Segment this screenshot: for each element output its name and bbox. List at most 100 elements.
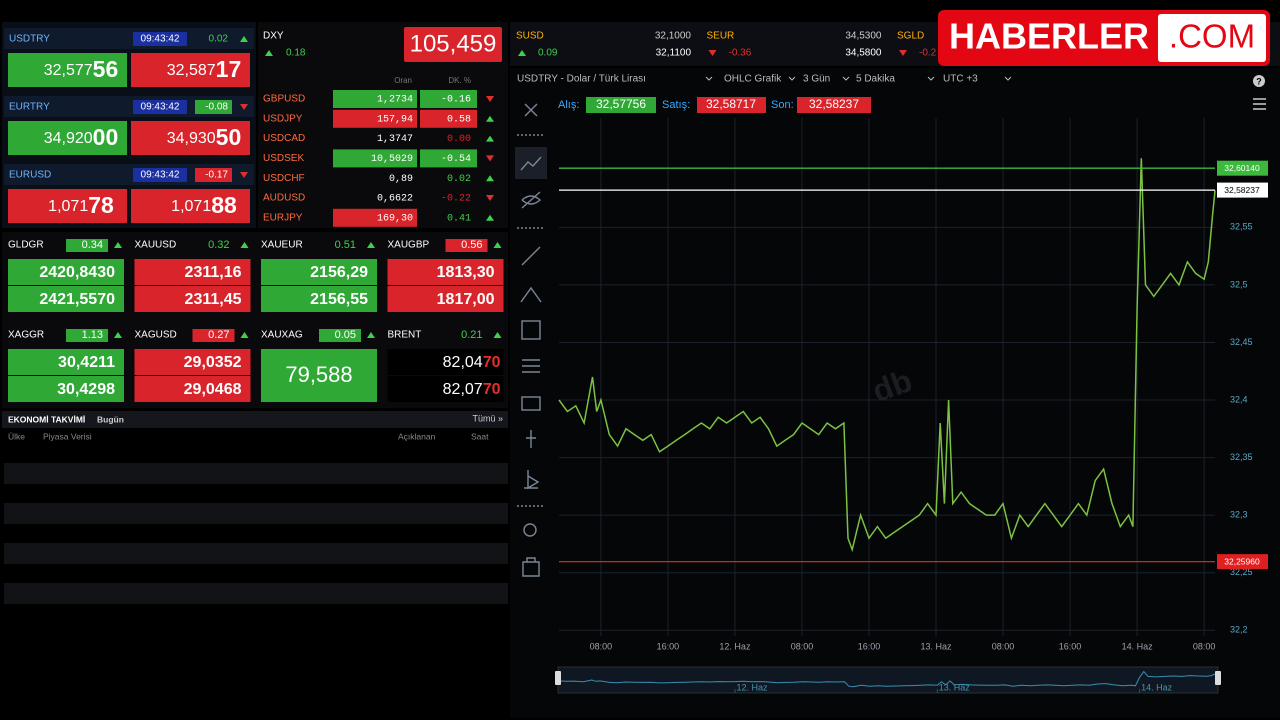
dropdown-chevron: [1004, 76, 1012, 81]
change: 0.32: [208, 239, 229, 251]
dxy-box: [404, 27, 502, 62]
trend-arrow: [493, 242, 502, 248]
tool-icon[interactable]: [521, 320, 541, 340]
time-box: [133, 168, 187, 182]
trend-arrow: [518, 50, 526, 56]
calendar-column: Saat: [471, 431, 489, 441]
ask-box: [131, 121, 250, 155]
price-pips: 50: [216, 124, 242, 150]
dropdown-chevron: [788, 76, 796, 81]
trend-arrow: [486, 96, 494, 102]
x-tick-label: 14. Haz: [1122, 641, 1154, 651]
tool-icon[interactable]: [524, 470, 540, 490]
y-tick-label: 32,25: [1230, 567, 1253, 577]
tool-icon[interactable]: [522, 359, 540, 373]
change: 0.27: [208, 329, 229, 341]
change-box: [66, 239, 108, 252]
bid-box: [134, 259, 251, 285]
help-icon[interactable]: [1253, 75, 1265, 87]
symbol: USDCHF: [263, 173, 305, 184]
tool-icon[interactable]: [522, 557, 540, 577]
tool-icon[interactable]: [523, 523, 537, 537]
y-tick-label: 32,5: [1230, 279, 1248, 289]
change: 0.51: [335, 239, 356, 251]
bid: 29,0352: [184, 354, 242, 371]
x-tick-label: 16:00: [657, 641, 680, 651]
ask-box: [8, 376, 124, 402]
reference-label: 32,60140: [1224, 163, 1260, 173]
bid-box: [387, 349, 504, 375]
toolbar-range[interactable]: 3 Gün: [803, 74, 830, 85]
rate-bg: [333, 149, 417, 168]
change-bg: [420, 149, 477, 168]
toolbar-timezone[interactable]: UTC +3: [943, 74, 978, 85]
trend-arrow: [240, 242, 249, 248]
navigator-handle[interactable]: [1215, 671, 1221, 685]
symbol: XAGGR: [8, 330, 44, 341]
rate: 0,6622: [377, 194, 413, 205]
menu-icon: [1253, 98, 1266, 110]
ask-box: [131, 53, 250, 87]
ask: 29,0468: [184, 381, 242, 398]
symbol: USDSEK: [263, 153, 304, 164]
price-pips: 00: [93, 124, 119, 150]
tool-icon[interactable]: [521, 246, 541, 266]
ask: 30,4298: [57, 381, 115, 398]
price-pips: 70: [483, 354, 501, 371]
symbol: USDJPY: [263, 113, 303, 124]
rate: 0,89: [389, 174, 413, 185]
ticker-ask: 34,5800: [845, 48, 882, 59]
change: -0.22: [441, 194, 471, 205]
tool-icon[interactable]: [521, 396, 541, 411]
tool-icon[interactable]: [526, 430, 536, 448]
symbol: AUDUSD: [263, 193, 305, 204]
bid-label: Alış:: [558, 99, 579, 111]
chart-panel: [510, 68, 1280, 718]
ticker-change: -0.2: [919, 48, 937, 59]
change: -0.17: [205, 170, 228, 181]
change-box: [192, 329, 235, 342]
x-tick-label: 08:00: [590, 641, 613, 651]
tool-icon[interactable]: [520, 156, 542, 171]
rate: 169,30: [377, 213, 413, 224]
last-price-box: [797, 97, 871, 113]
value-box: [261, 349, 377, 402]
ask: 2311,45: [185, 291, 242, 308]
time-box: [133, 32, 187, 46]
toolbar-chart-type[interactable]: OHLC Grafik: [724, 74, 782, 85]
column-header: DK. %: [448, 76, 471, 85]
tool-active[interactable]: [515, 147, 547, 179]
tool-icon[interactable]: [524, 103, 538, 117]
price-pips: 56: [93, 56, 119, 82]
navigator-label: 12. Haz: [736, 682, 768, 692]
symbol: XAUEUR: [261, 240, 303, 251]
quote-header: [4, 164, 254, 185]
y-tick-label: 32,2: [1230, 625, 1248, 635]
ask: 1,07188: [171, 192, 237, 218]
ask: 34,93050: [167, 124, 242, 150]
toolbar-instrument[interactable]: USDTRY - Dolar / Türk Lirası: [517, 74, 646, 85]
ticker-symbol: SGLD: [897, 31, 924, 42]
change: -0.54: [441, 154, 471, 165]
y-tick-label: 32,3: [1230, 510, 1248, 520]
symbol: XAUGBP: [388, 240, 430, 251]
navigator-handle[interactable]: [555, 671, 561, 685]
trend-arrow: [240, 172, 248, 178]
logo-name: HABERLER: [949, 16, 1149, 57]
trend-arrow: [114, 242, 122, 248]
price-pips: 78: [88, 192, 114, 218]
change: 0.05: [335, 329, 356, 341]
reference-tag: [1217, 160, 1268, 176]
price-base: 1,071: [48, 198, 88, 215]
tool-icon[interactable]: [521, 191, 542, 209]
bid: 2156,29: [310, 264, 368, 281]
reference-tag: [1217, 554, 1268, 570]
ask-box: [387, 376, 504, 402]
toolbar-interval[interactable]: 5 Dakika: [856, 74, 895, 85]
bid: 1,07178: [48, 192, 114, 218]
trend-arrow: [486, 195, 494, 201]
tool-icon[interactable]: [520, 286, 542, 303]
symbol: XAUXAG: [261, 330, 303, 341]
bid: 30,4211: [58, 354, 115, 371]
y-tick-label: 32,4: [1230, 394, 1248, 404]
